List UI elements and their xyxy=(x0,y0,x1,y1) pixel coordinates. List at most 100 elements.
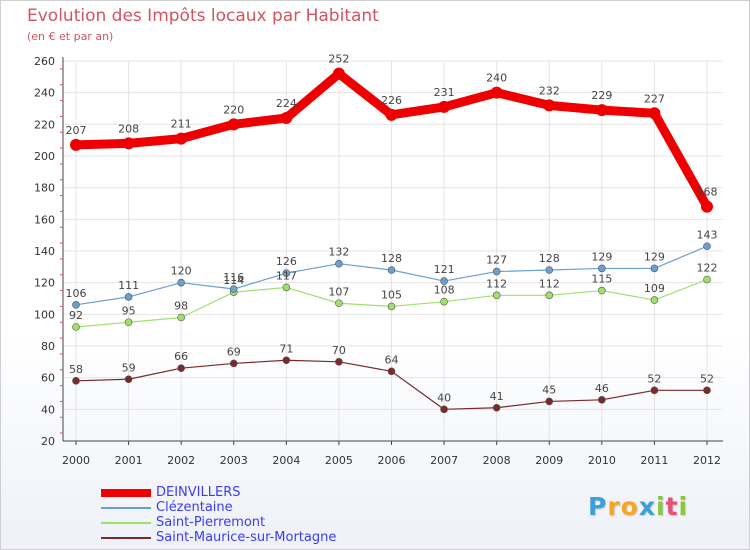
series-point-0 xyxy=(70,138,82,151)
series-point-1 xyxy=(598,264,606,273)
data-label-1: 128 xyxy=(381,252,402,265)
x-tick-label: 2009 xyxy=(535,454,563,467)
data-label-3: 41 xyxy=(490,390,504,403)
series-point-2 xyxy=(282,283,291,292)
logo-letter: i xyxy=(656,492,666,521)
series-point-0 xyxy=(438,100,451,113)
series-point-2 xyxy=(598,286,606,295)
data-label-0: 229 xyxy=(591,89,612,102)
series-point-2 xyxy=(703,275,711,284)
series-point-3 xyxy=(177,364,185,372)
x-tick-label: 2002 xyxy=(167,454,195,467)
data-label-3: 52 xyxy=(700,372,714,385)
data-label-2: 115 xyxy=(591,273,612,286)
data-label-3: 58 xyxy=(69,363,83,376)
series-point-3 xyxy=(440,405,448,414)
y-tick-label: 80 xyxy=(41,340,55,353)
data-label-3: 64 xyxy=(385,353,399,366)
series-point-2 xyxy=(72,323,80,331)
series-point-0 xyxy=(595,104,608,117)
data-label-3: 71 xyxy=(279,342,293,355)
data-label-0: 231 xyxy=(434,86,455,99)
series-group xyxy=(70,67,713,414)
data-label-0: 211 xyxy=(171,118,192,131)
legend-label: Saint-Pierremont xyxy=(156,515,266,530)
data-label-3: 46 xyxy=(595,382,609,395)
data-label-1: 111 xyxy=(118,279,139,292)
logo-letter: x xyxy=(638,492,656,521)
series-point-0 xyxy=(385,108,398,121)
series-point-3 xyxy=(545,397,554,406)
series-point-3 xyxy=(229,359,238,368)
series-point-2 xyxy=(545,291,554,300)
series-point-1 xyxy=(703,242,711,251)
y-tick-label: 240 xyxy=(34,87,55,100)
y-tick-label: 260 xyxy=(34,55,55,68)
data-label-0: 207 xyxy=(66,124,87,137)
series-point-3 xyxy=(72,377,80,385)
chart-subtitle: (en € et par an) xyxy=(27,30,114,43)
series-point-3 xyxy=(703,386,711,395)
series-point-3 xyxy=(492,403,501,412)
series-point-2 xyxy=(650,296,659,304)
data-label-2: 114 xyxy=(223,274,244,287)
logo-letter: t xyxy=(665,492,679,521)
data-label-2: 112 xyxy=(486,277,507,290)
legend-label: Saint-Maurice-sur-Mortagne xyxy=(156,530,337,545)
data-label-0: 240 xyxy=(486,72,507,85)
x-tick-label: 2003 xyxy=(220,454,248,467)
y-tick-label: 220 xyxy=(34,118,55,131)
data-label-0: 227 xyxy=(644,92,665,105)
data-label-1: 106 xyxy=(66,287,87,300)
legend-swatch xyxy=(101,507,151,509)
data-label-1: 127 xyxy=(486,254,507,267)
data-label-0: 168 xyxy=(697,186,718,199)
series-point-3 xyxy=(387,367,396,376)
data-label-1: 143 xyxy=(697,228,718,241)
series-point-3 xyxy=(650,386,659,395)
data-label-3: 40 xyxy=(437,391,451,404)
legend-label: Clézentaine xyxy=(156,500,233,515)
logo-letter: r xyxy=(607,492,621,521)
x-tick-label: 2012 xyxy=(693,454,721,467)
grid xyxy=(63,60,723,442)
legend-swatch xyxy=(101,489,151,497)
data-label-0: 226 xyxy=(381,94,402,107)
series-point-2 xyxy=(177,313,185,322)
data-label-1: 126 xyxy=(276,255,297,268)
axes: 20 40 60 80 100 120 140 160 180 200 220 240 260 2000 2… xyxy=(34,55,723,467)
data-label-2: 117 xyxy=(276,269,297,282)
x-tick-label: 2006 xyxy=(378,454,406,467)
data-label-2: 95 xyxy=(122,304,136,317)
series-point-1 xyxy=(492,267,501,276)
series-point-1 xyxy=(335,259,343,268)
series-point-1 xyxy=(545,266,554,274)
logo-letter: i xyxy=(678,492,689,521)
series-point-2 xyxy=(492,291,501,300)
data-label-2: 107 xyxy=(328,285,349,298)
series-point-1 xyxy=(282,269,291,277)
series-point-3 xyxy=(282,356,291,365)
x-tick-label: 2008 xyxy=(483,454,511,467)
series-point-0 xyxy=(122,137,135,150)
series-point-2 xyxy=(387,302,396,311)
series-point-3 xyxy=(598,396,606,404)
data-label-0: 220 xyxy=(223,103,244,116)
logo-letter: P xyxy=(588,492,608,521)
data-label-3: 69 xyxy=(227,345,241,358)
series-point-1 xyxy=(72,301,80,309)
series-point-1 xyxy=(650,264,659,273)
series-point-3 xyxy=(335,358,343,366)
x-tick-label: 2000 xyxy=(62,454,90,467)
x-tick-label: 2007 xyxy=(430,454,458,467)
y-tick-label: 100 xyxy=(34,308,55,321)
series-point-0 xyxy=(490,86,503,99)
series-point-0 xyxy=(648,107,661,120)
series-point-1 xyxy=(229,285,238,293)
data-labels: 58 59 66 69 71 70 64 40 41 45 46 52 52 92 95 98 114 117 10… xyxy=(66,53,718,405)
series-point-0 xyxy=(332,67,345,80)
data-label-2: 122 xyxy=(697,262,718,275)
data-label-0: 252 xyxy=(328,53,349,66)
data-label-3: 70 xyxy=(332,344,346,357)
logo-letter: o xyxy=(620,492,639,521)
